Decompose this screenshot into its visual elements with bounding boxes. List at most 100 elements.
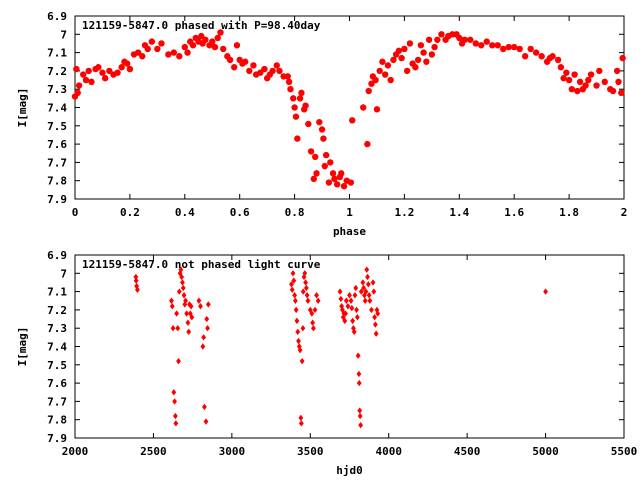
data-point [118, 64, 125, 71]
data-point [305, 297, 311, 304]
data-point [364, 140, 371, 148]
data-point [205, 325, 210, 332]
data-point [300, 325, 306, 332]
data-point [372, 76, 379, 84]
data-point [360, 104, 367, 111]
data-point [362, 297, 368, 304]
data-point [596, 67, 603, 75]
data-point [349, 304, 355, 312]
data-point [298, 414, 304, 422]
data-point [310, 319, 316, 326]
data-point [574, 87, 581, 95]
data-point [511, 43, 518, 51]
data-point [615, 78, 622, 86]
data-point [353, 284, 359, 292]
unphased-y-tick-label: 7.8 [47, 414, 67, 427]
data-point [178, 266, 184, 273]
data-point [331, 175, 338, 183]
data-point [363, 288, 369, 295]
data-point [135, 286, 140, 293]
data-point [176, 357, 181, 365]
data-point [414, 56, 422, 64]
data-point [311, 325, 316, 332]
data-point [350, 317, 356, 325]
data-point [340, 182, 348, 190]
data-point [88, 78, 95, 86]
data-point [371, 288, 377, 295]
data-point [358, 288, 364, 295]
data-point [425, 36, 433, 43]
unphased-x-tick-label: 4000 [375, 445, 402, 458]
phased-data-points [71, 29, 626, 190]
data-point [169, 297, 174, 304]
data-point [434, 36, 441, 43]
data-point [203, 418, 209, 425]
data-point [401, 45, 408, 53]
data-point [165, 51, 172, 58]
data-point [101, 75, 109, 82]
data-point [571, 71, 578, 78]
data-point [560, 75, 567, 82]
data-point [176, 53, 183, 60]
data-point [357, 407, 363, 414]
data-point [276, 67, 283, 75]
data-point [365, 87, 372, 95]
data-point [337, 288, 343, 295]
phased-y-axis-label: I[mag] [16, 88, 29, 128]
data-point [376, 67, 383, 75]
data-point [217, 29, 224, 36]
data-point [355, 352, 361, 359]
data-point [284, 73, 291, 80]
data-point [494, 42, 501, 49]
data-point [133, 277, 139, 284]
phased-x-tick-label: 2 [621, 206, 628, 219]
data-point [226, 56, 234, 64]
data-point [351, 328, 357, 336]
data-point [347, 292, 352, 299]
data-point [417, 42, 425, 49]
data-point [158, 40, 165, 47]
data-point [303, 279, 308, 286]
data-point [296, 95, 304, 102]
data-point [126, 65, 134, 73]
data-point [312, 306, 318, 314]
data-point [549, 53, 556, 60]
data-point [438, 31, 445, 38]
data-point [321, 162, 328, 170]
data-point [398, 54, 405, 62]
data-point [189, 314, 195, 321]
data-point [185, 319, 191, 326]
data-point [179, 273, 185, 281]
data-point [431, 43, 438, 51]
data-point [85, 67, 92, 75]
unphased-x-axis-label: hjd0 [336, 464, 363, 477]
data-point [379, 58, 386, 65]
data-point [198, 303, 203, 310]
data-point [423, 58, 430, 65]
data-point [148, 38, 156, 45]
phased-y-tick-label: 7.1 [47, 47, 67, 60]
data-point [180, 284, 186, 292]
data-point [362, 292, 367, 299]
data-point [298, 89, 305, 97]
data-point [293, 306, 299, 314]
data-point [307, 148, 315, 155]
data-point [309, 310, 315, 317]
data-point [333, 181, 341, 188]
phased-light-curve-panel: 0 0.2 0.4 0.6 0.8 1 1.2 1.4 1.6 1.8 2 6.9 7 7.1 7.2 7.3… [16, 10, 627, 238]
data-point [366, 292, 372, 299]
data-point [273, 62, 280, 69]
data-point [348, 297, 354, 304]
data-point [294, 317, 300, 325]
data-point [364, 266, 370, 273]
data-point [406, 40, 414, 47]
data-point [291, 277, 297, 284]
unphased-y-tick-label: 7.7 [47, 395, 67, 408]
data-point [170, 49, 178, 56]
data-point [292, 292, 297, 299]
data-point [320, 135, 327, 142]
phased-x-tick-label: 1.2 [394, 206, 414, 219]
data-point [390, 56, 397, 64]
data-point [183, 297, 188, 304]
